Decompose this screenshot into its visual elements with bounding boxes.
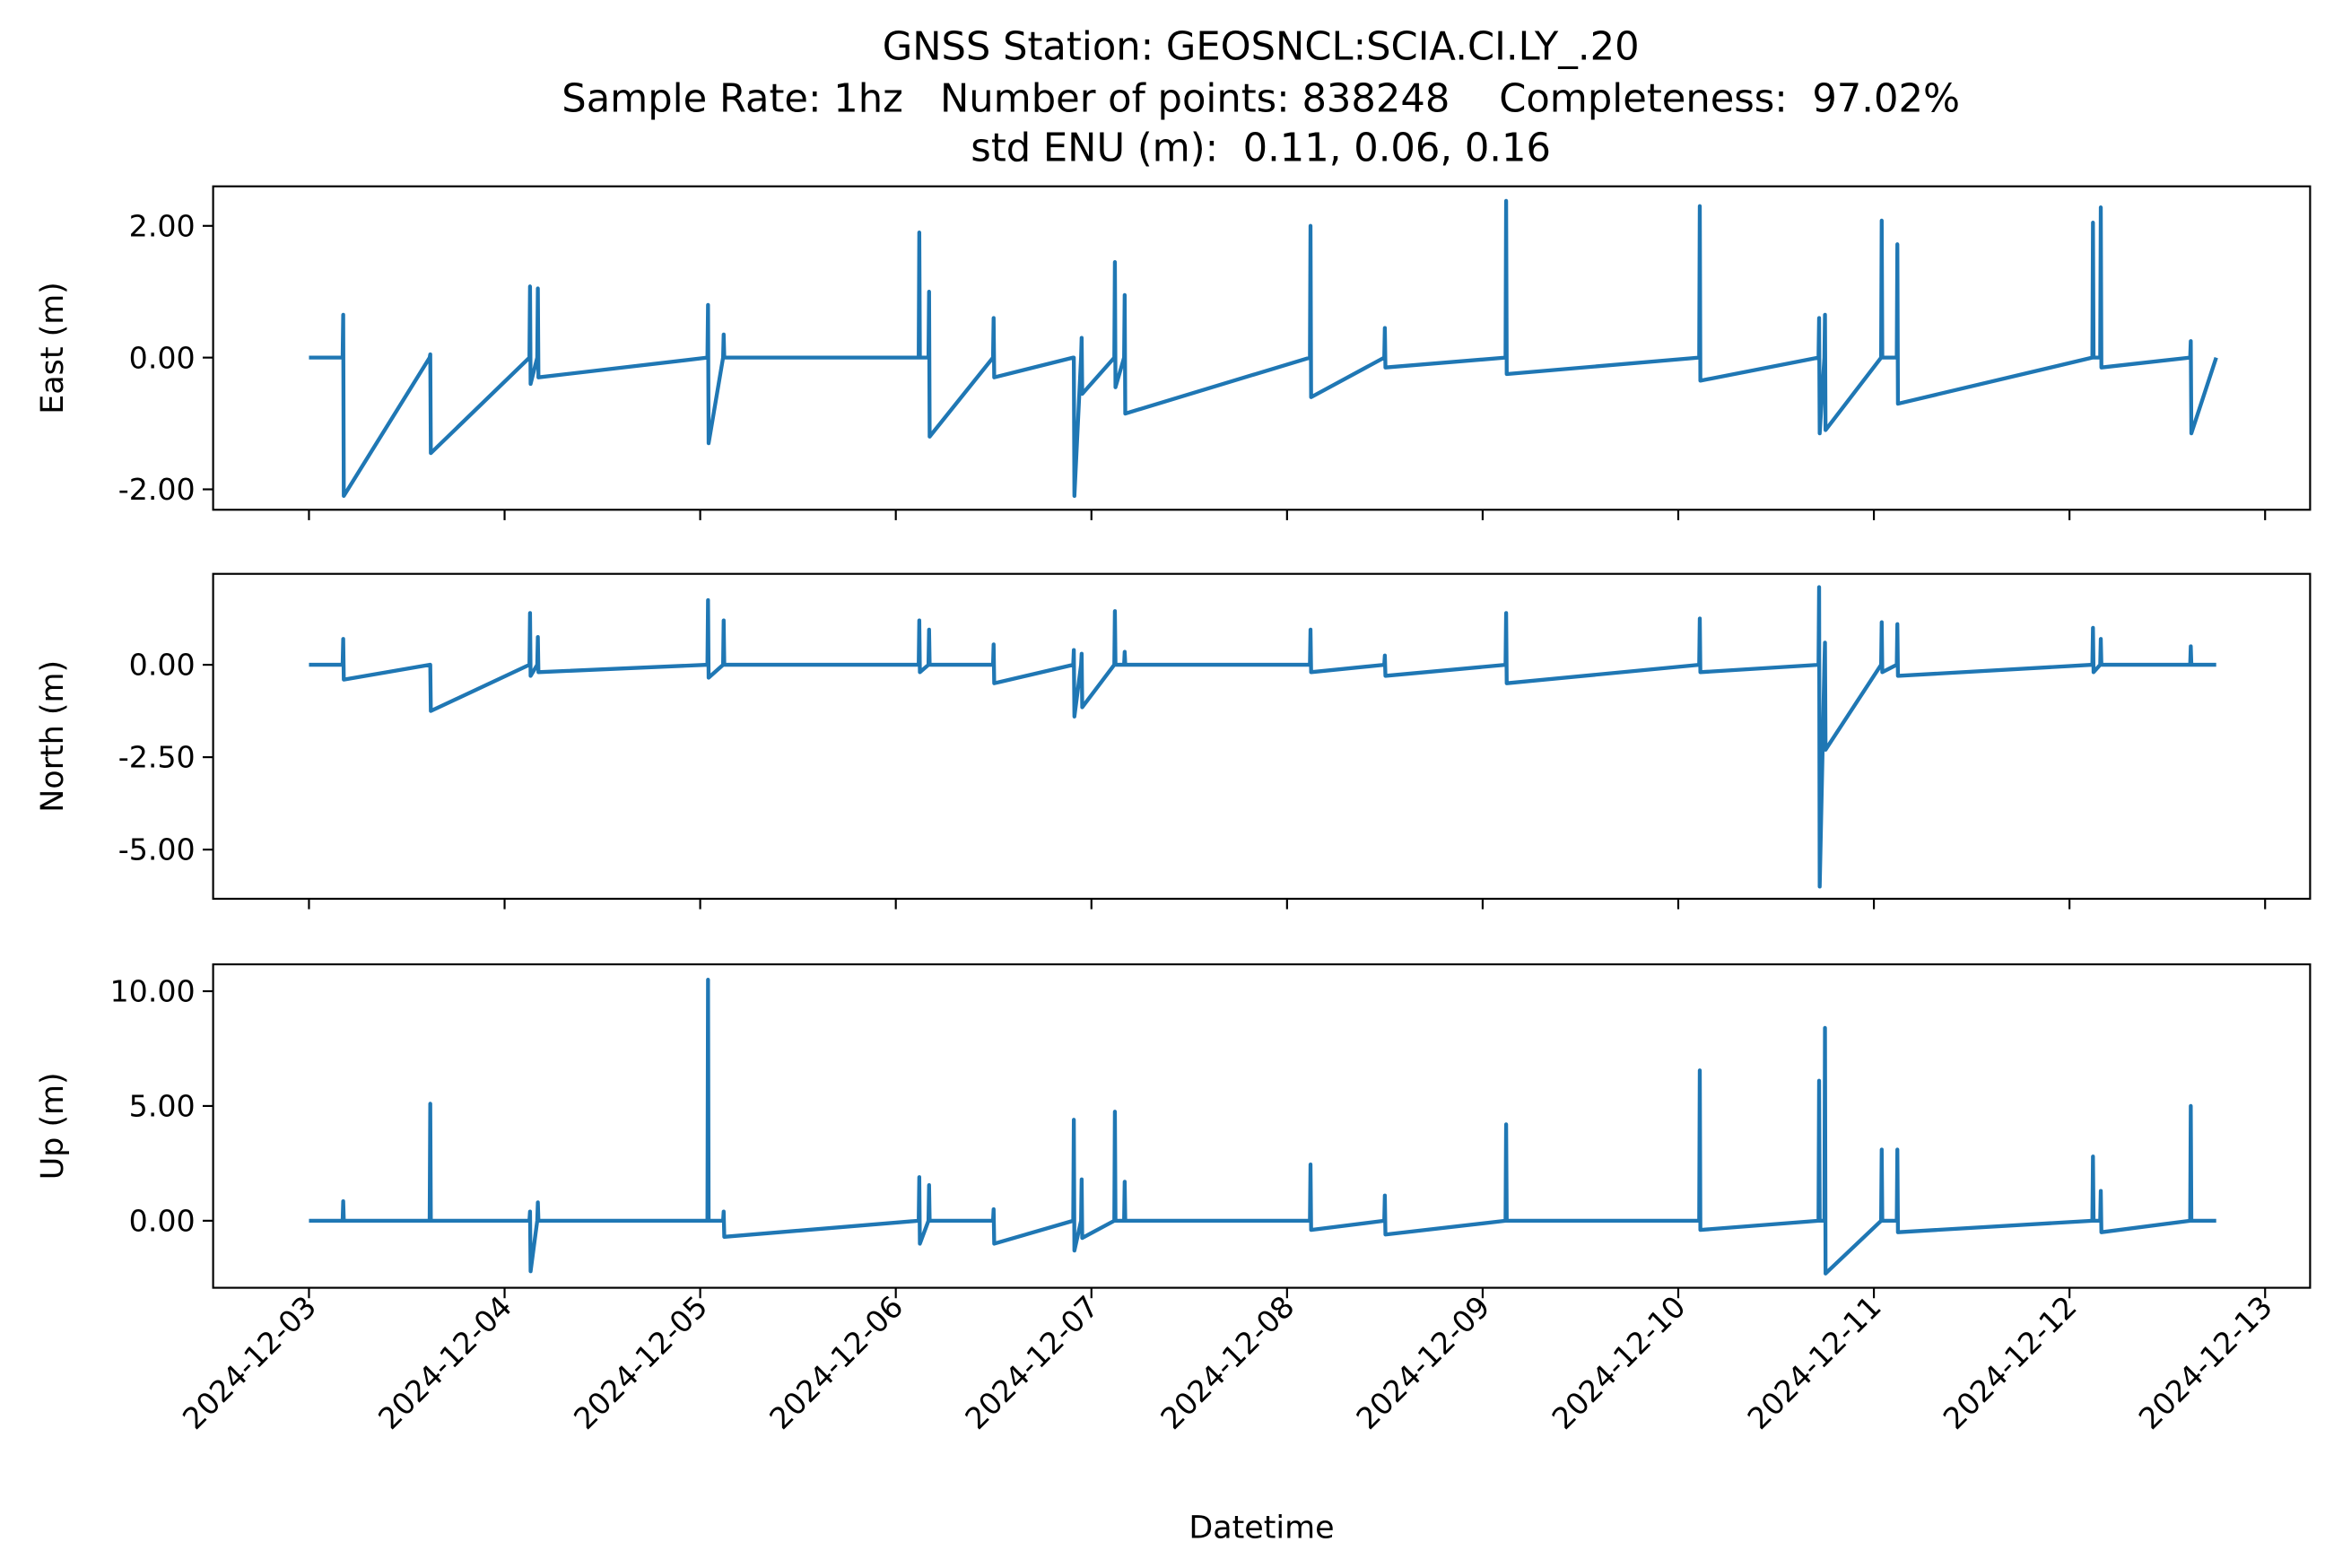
chart-subtitle: std ENU (m): 0.11, 0.06, 0.16: [971, 126, 1551, 170]
plot-area: [309, 978, 2216, 1276]
chart-title: GNSS Station: GEOSNCL:SCIA.CI.LY_.20: [883, 24, 1640, 69]
axes-frame: [212, 963, 2312, 1289]
data-line: [309, 585, 2216, 889]
y-tick-label: 5.00: [129, 1089, 196, 1124]
plot-area: [309, 198, 2218, 499]
y-tick-label: -2.50: [118, 740, 196, 775]
plot-area: [309, 585, 2216, 889]
y-axis-label: North (m): [35, 660, 71, 813]
y-tick-label: 10.00: [110, 974, 196, 1009]
y-axis-label: East (m): [35, 282, 71, 414]
data-line: [309, 978, 2216, 1276]
y-tick-label: -5.00: [118, 832, 196, 867]
y-axis-label: Up (m): [35, 1072, 71, 1180]
y-tick-label: 0.00: [129, 340, 196, 375]
chart-subtitle: Sample Rate: 1hz Number of points: 83824…: [562, 77, 1960, 122]
axes-frame: [212, 185, 2312, 511]
y-tick-label: -2.00: [118, 472, 196, 507]
data-line: [309, 198, 2218, 499]
y-tick-label: 0.00: [129, 1204, 196, 1239]
x-axis-label: Datetime: [1189, 1511, 1334, 1546]
y-tick-label: 2.00: [129, 208, 196, 243]
axes-frame: [212, 572, 2312, 901]
y-tick-label: 0.00: [129, 648, 196, 683]
